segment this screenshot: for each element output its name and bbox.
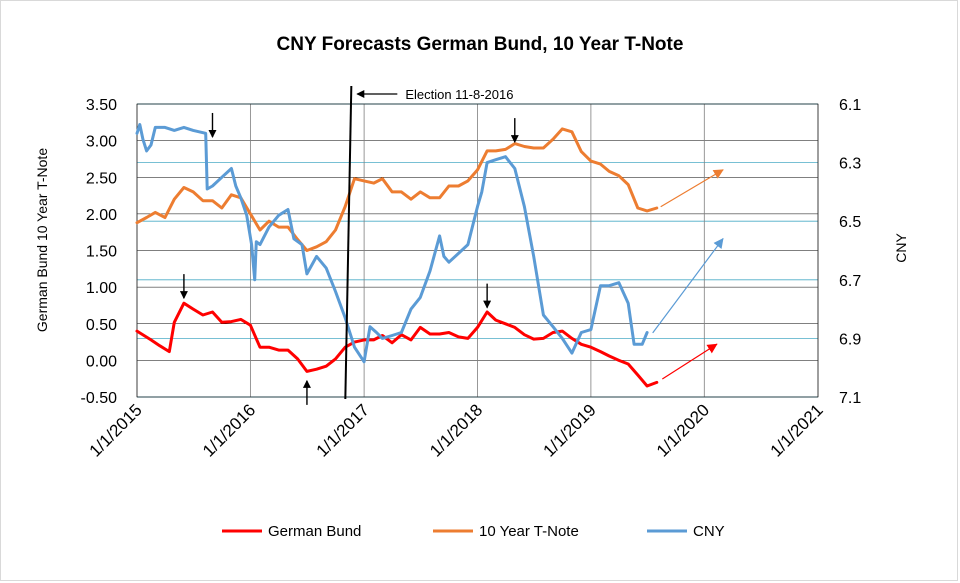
y-left-tick-label: 0.00 [86,353,117,370]
legend: German Bund 10 Year T-Note CNY [222,523,725,540]
legend-label: German Bund [268,523,361,540]
legend-label: CNY [693,523,725,540]
projection-arrow [660,169,724,208]
annotation-layer: Election 11-8-2016 [179,85,519,405]
projection-arrow [662,343,718,380]
y-right-tick-label: 6.7 [839,273,861,290]
series-line-10-year-t-note [135,127,659,252]
left-axis-label: German Bund 10 Year T-Note [34,148,50,332]
projection-arrow [652,237,724,334]
election-vertical-line [344,85,353,400]
y-left-tick-label: -0.50 [81,390,118,407]
y-right-tick-label: 7.1 [839,390,861,407]
y-left-tick-label: 3.50 [86,97,117,114]
right-axis-label: CNY [893,233,909,263]
grid-lines [136,103,819,398]
series-line-german-bund [135,301,659,388]
y-right-tick-label: 6.1 [839,97,861,114]
legend-label: 10 Year T-Note [479,523,579,540]
series-line-cny [135,123,649,364]
y-left-tick-label: 2.00 [86,207,117,224]
y-left-tick-label: 1.50 [86,244,117,261]
plot-area [136,103,819,398]
y-right-tick-label: 6.5 [839,214,861,231]
y-left-tick-label: 3.00 [86,134,117,151]
y-left-tick-label: 1.00 [86,280,117,297]
y-left-tick-label: 2.50 [86,170,117,187]
election-annotation: Election 11-8-2016 [405,87,513,102]
right-axis-ticks: 6.1 6.3 6.5 6.7 6.9 7.1 [839,97,861,407]
y-right-tick-label: 6.9 [839,331,861,348]
series-layer [135,123,724,388]
y-right-tick-label: 6.3 [839,156,861,173]
left-axis-ticks: 3.50 3.00 2.50 2.00 1.50 1.00 0.50 0.00 -0.50 [81,97,118,407]
chart-title: CNY Forecasts German Bund, 10 Year T-Not… [277,34,684,55]
y-left-tick-label: 0.50 [86,317,117,334]
